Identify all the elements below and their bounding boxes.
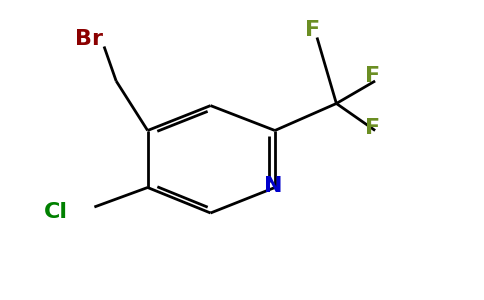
Text: Cl: Cl (44, 202, 68, 221)
Text: F: F (365, 118, 380, 137)
Text: F: F (365, 67, 380, 86)
Text: F: F (304, 20, 320, 40)
Text: N: N (264, 176, 283, 196)
Text: Br: Br (75, 29, 103, 49)
